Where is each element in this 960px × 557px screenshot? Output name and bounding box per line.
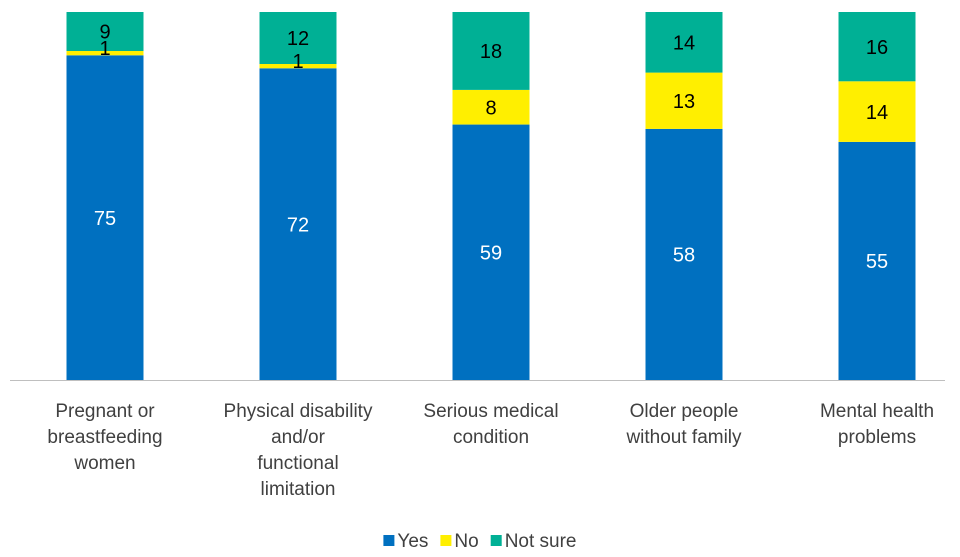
bar-segment-yes bbox=[452, 124, 530, 380]
data-label: 8 bbox=[485, 97, 496, 119]
data-label: 12 bbox=[287, 28, 309, 50]
bar-segment-not-sure bbox=[645, 12, 723, 73]
x-tick-label-line: Mental health bbox=[820, 401, 934, 422]
x-tick-label-line: condition bbox=[453, 427, 529, 448]
x-tick-label-line: limitation bbox=[261, 479, 336, 500]
bar-segment-no bbox=[645, 72, 723, 129]
x-tick-label-line: Pregnant or bbox=[55, 401, 155, 422]
data-label: 75 bbox=[94, 208, 116, 230]
x-tick-label-line: women bbox=[73, 453, 135, 474]
data-label: 72 bbox=[287, 214, 309, 236]
data-label: 13 bbox=[673, 91, 695, 113]
bar-segment-no bbox=[66, 51, 144, 56]
data-label: 9 bbox=[99, 22, 110, 44]
x-tick-label-line: Physical disability bbox=[224, 401, 373, 422]
x-tick-label-line: problems bbox=[838, 427, 916, 448]
x-tick-label: Mental health problems bbox=[820, 401, 934, 448]
legend-label: Yes bbox=[397, 531, 428, 552]
x-tick-label: Pregnant or breastfeeding women bbox=[47, 401, 162, 474]
legend-label: No bbox=[454, 531, 478, 552]
data-label: 18 bbox=[480, 41, 502, 63]
bar-segment-yes bbox=[838, 141, 916, 380]
legend-label: Not sure bbox=[505, 531, 577, 552]
legend-swatch bbox=[440, 535, 452, 546]
x-tick-label-line: Older people bbox=[630, 401, 739, 422]
bar-segment-not-sure bbox=[838, 12, 916, 82]
bar-segment-not-sure bbox=[66, 12, 144, 51]
data-label: 1 bbox=[99, 38, 110, 60]
bar-segment-no bbox=[259, 64, 337, 69]
x-tick-label: Older people without family bbox=[625, 401, 742, 448]
data-label: 14 bbox=[866, 102, 888, 124]
bar-segment-yes bbox=[645, 128, 723, 380]
legend: Yes No Not sure bbox=[383, 531, 577, 552]
x-tick-label-line: Serious medical bbox=[423, 401, 558, 422]
x-tick-label-line: functional bbox=[257, 453, 338, 474]
bars-group bbox=[66, 12, 916, 381]
x-tick-label: Physical disability and/or functional limit… bbox=[224, 401, 373, 500]
bar-segment-not-sure bbox=[452, 12, 530, 90]
data-label: 55 bbox=[866, 251, 888, 273]
x-tick-label-line: breastfeeding bbox=[47, 427, 162, 448]
data-label: 1 bbox=[292, 51, 303, 73]
bar-segment-no bbox=[838, 81, 916, 142]
legend-swatch bbox=[490, 535, 502, 546]
x-tick-label: Serious medical condition bbox=[423, 401, 558, 448]
data-label: 58 bbox=[673, 245, 695, 267]
bar-segment-yes bbox=[66, 55, 144, 381]
bar-segment-not-sure bbox=[259, 12, 337, 64]
data-label: 59 bbox=[480, 243, 502, 265]
x-tick-label-line: without family bbox=[625, 427, 742, 448]
data-label: 16 bbox=[866, 37, 888, 59]
data-label: 14 bbox=[673, 33, 695, 55]
category-labels-group: Pregnant or breastfeeding women Physical di… bbox=[47, 401, 934, 500]
x-tick-label-line: and/or bbox=[271, 427, 326, 448]
legend-swatch bbox=[383, 535, 395, 546]
bar-segment-yes bbox=[259, 68, 337, 381]
bar-segment-no bbox=[452, 89, 530, 125]
